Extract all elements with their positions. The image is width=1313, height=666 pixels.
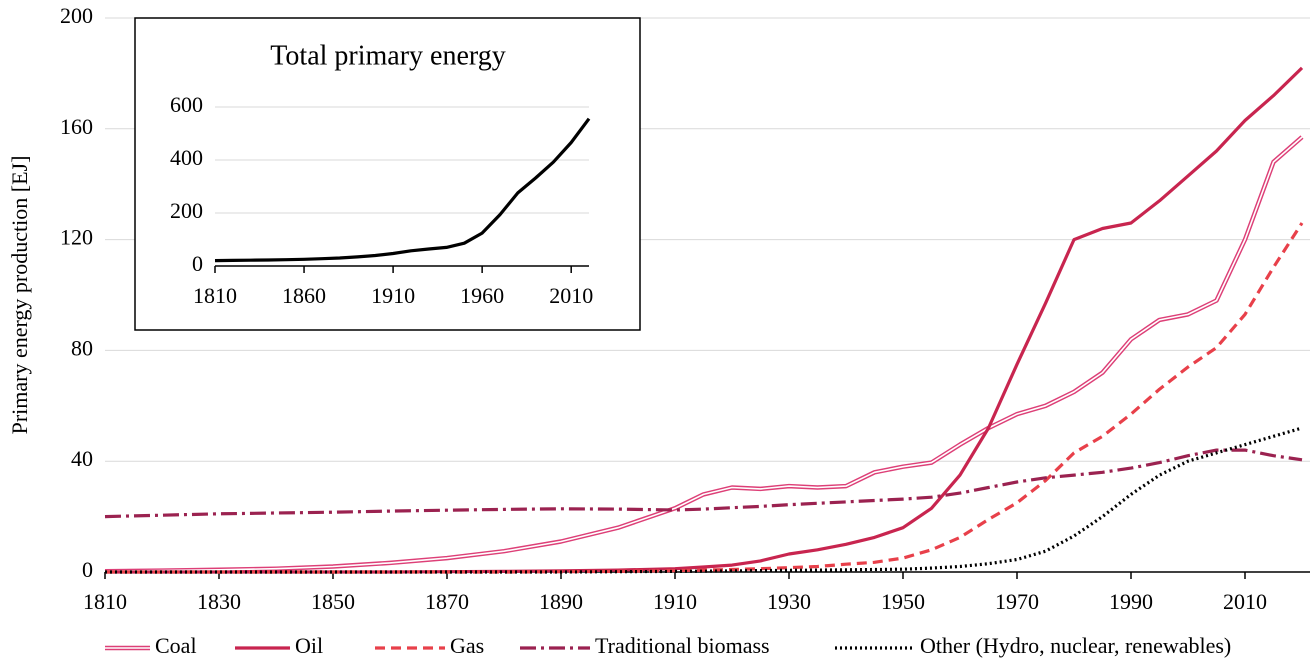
x-tick-label: 1970 [995, 589, 1039, 614]
y-tick-label: 0 [82, 557, 93, 582]
y-tick-label: 400 [170, 145, 203, 170]
x-tick-label: 1910 [653, 589, 697, 614]
y-tick-label: 40 [71, 446, 93, 471]
legend-label: Oil [295, 633, 323, 658]
x-tick-label: 1830 [197, 589, 241, 614]
legend-label: Coal [155, 633, 197, 658]
y-tick-label: 600 [170, 92, 203, 117]
legend-label: Gas [450, 633, 484, 658]
y-tick-label: 160 [60, 114, 93, 139]
y-tick-label: 200 [170, 198, 203, 223]
y-tick-label: 0 [192, 251, 203, 276]
x-tick-label: 1870 [425, 589, 469, 614]
inset-frame [134, 17, 641, 331]
series-line [214, 117, 591, 263]
series-line [105, 222, 1304, 574]
y-axis-label: Primary energy production [EJ] [7, 156, 32, 435]
x-tick-label: 1990 [1109, 589, 1153, 614]
x-tick-label: 1860 [282, 283, 326, 308]
x-tick-label: 1950 [881, 589, 925, 614]
x-tick-label: 1810 [193, 283, 237, 308]
x-tick-label: 2010 [1223, 589, 1267, 614]
x-tick-label: 1810 [83, 589, 127, 614]
y-tick-label: 120 [60, 225, 93, 250]
x-tick-label: 1850 [311, 589, 355, 614]
x-tick-label: 1890 [539, 589, 583, 614]
y-tick-label: 80 [71, 335, 93, 360]
inset-title: Total primary energy [270, 40, 505, 71]
x-tick-label: 1930 [767, 589, 811, 614]
legend-label: Other (Hydro, nuclear, renewables) [920, 633, 1231, 658]
series-line-inner [104, 136, 1303, 572]
y-tick-label: 200 [60, 3, 93, 28]
x-tick-label: 1960 [460, 283, 504, 308]
x-tick-label: 2010 [549, 283, 593, 308]
series-line [104, 448, 1303, 519]
series-line [105, 426, 1303, 574]
legend-label: Traditional biomass [595, 633, 770, 658]
x-tick-label: 1910 [371, 283, 415, 308]
